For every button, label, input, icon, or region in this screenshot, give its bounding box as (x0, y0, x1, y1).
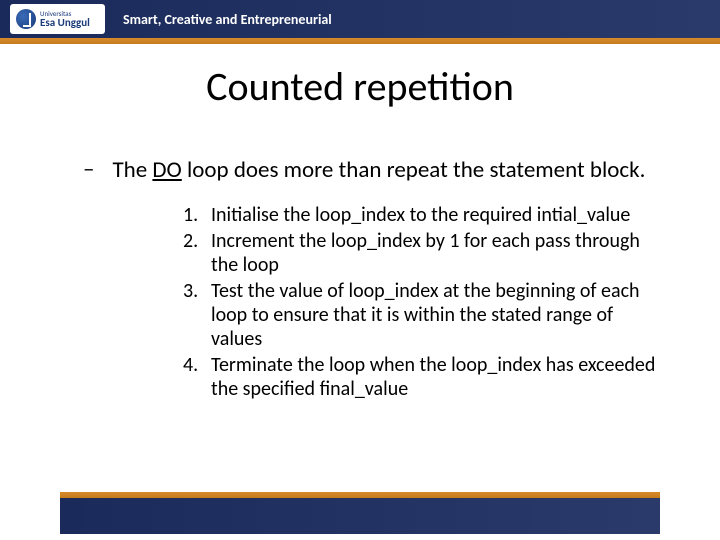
tagline: Smart, Creative and Entrepreneurial (123, 11, 332, 28)
footer (0, 492, 720, 540)
main-bullet: – The DO loop does more than repeat the … (55, 156, 665, 185)
logo-text-bottom: Esa Unggul (40, 17, 90, 28)
footer-blue-bar (60, 498, 660, 534)
list-item: Terminate the loop when the loop_index h… (183, 353, 665, 401)
logo: Universitas Esa Unggul (10, 4, 105, 34)
list-item: Initialise the loop_index to the require… (183, 203, 665, 227)
logo-text: Universitas Esa Unggul (40, 10, 90, 28)
slide-title: Counted repetition (0, 62, 720, 111)
logo-icon (16, 9, 36, 29)
bullet-dash: – (83, 156, 94, 184)
content-area: – The DO loop does more than repeat the … (0, 111, 720, 401)
steps-list: Initialise the loop_index to the require… (55, 203, 665, 401)
footer-white-gap (0, 534, 720, 540)
list-item: Test the value of loop_index at the begi… (183, 279, 665, 351)
main-bullet-text: The DO loop does more than repeat the st… (112, 156, 645, 185)
list-item: Increment the loop_index by 1 for each p… (183, 229, 665, 277)
header-bar: Universitas Esa Unggul Smart, Creative a… (0, 0, 720, 38)
header-orange-stripe (0, 38, 720, 44)
